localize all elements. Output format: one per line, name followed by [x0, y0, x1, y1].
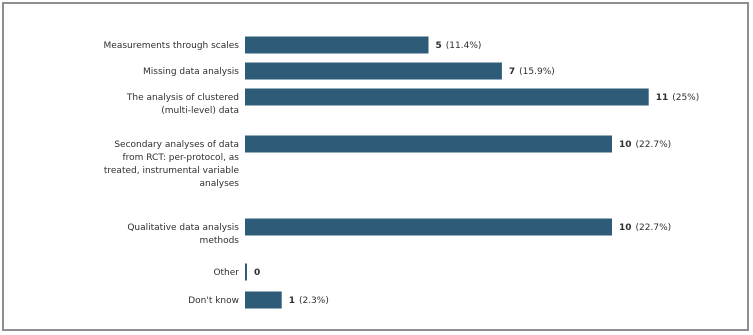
value-count: 7 — [509, 67, 515, 77]
category-label-4: Qualitative data analysis methods — [127, 223, 239, 246]
category-label-6: Don't know — [188, 296, 239, 306]
value-percent: (22.7%) — [636, 140, 672, 150]
chart-frame — [2, 2, 749, 331]
value-label-6: 1 (2.3%) — [289, 296, 329, 306]
value-label-4: 10 (22.7%) — [619, 223, 671, 233]
bar-2 — [245, 88, 649, 106]
value-count: 11 — [656, 93, 669, 103]
bar-5 — [245, 263, 247, 281]
category-label-line: treated, instrumental variable — [104, 166, 240, 176]
category-label-line: from RCT: per-protocol, as — [122, 153, 239, 163]
category-label-line: Secondary analyses of data — [114, 140, 239, 150]
category-label-line: methods — [200, 236, 240, 246]
category-label-line: Other — [213, 268, 239, 278]
value-label-3: 10 (22.7%) — [619, 140, 671, 150]
bar-0 — [245, 36, 429, 54]
value-count: 1 — [289, 296, 295, 306]
category-label-line: Qualitative data analysis — [127, 223, 239, 233]
category-label-line: (multi-level) data — [161, 106, 239, 116]
value-count: 10 — [619, 140, 632, 150]
category-label-2: The analysis of clustered (multi-level) d… — [126, 93, 239, 116]
value-percent: (2.3%) — [299, 296, 329, 306]
value-percent: (25%) — [672, 93, 699, 103]
category-label-5: Other — [213, 268, 239, 278]
category-label-line: Don't know — [188, 296, 239, 306]
value-label-1: 7 (15.9%) — [509, 67, 555, 77]
category-label-0: Measurements through scales — [104, 41, 240, 51]
category-label-line: analyses — [200, 179, 240, 189]
bar-4 — [245, 218, 612, 236]
category-label-1: Missing data analysis — [143, 67, 239, 77]
bar-3 — [245, 135, 612, 153]
value-percent: (11.4%) — [446, 41, 482, 51]
category-label-line: Missing data analysis — [143, 67, 239, 77]
value-percent: (22.7%) — [636, 223, 672, 233]
category-label-line: Measurements through scales — [104, 41, 240, 51]
category-label-3: Secondary analyses of data from RCT: per-… — [104, 140, 240, 189]
value-count: 5 — [436, 41, 442, 51]
value-label-5: 0 — [254, 268, 260, 278]
value-percent: (15.9%) — [519, 67, 555, 77]
bar-6 — [245, 291, 282, 309]
bar-1 — [245, 62, 502, 80]
category-label-line: The analysis of clustered — [126, 93, 239, 103]
value-label-0: 5 (11.4%) — [436, 41, 482, 51]
value-label-2: 11 (25%) — [656, 93, 700, 103]
value-count: 0 — [254, 268, 260, 278]
value-count: 10 — [619, 223, 632, 233]
